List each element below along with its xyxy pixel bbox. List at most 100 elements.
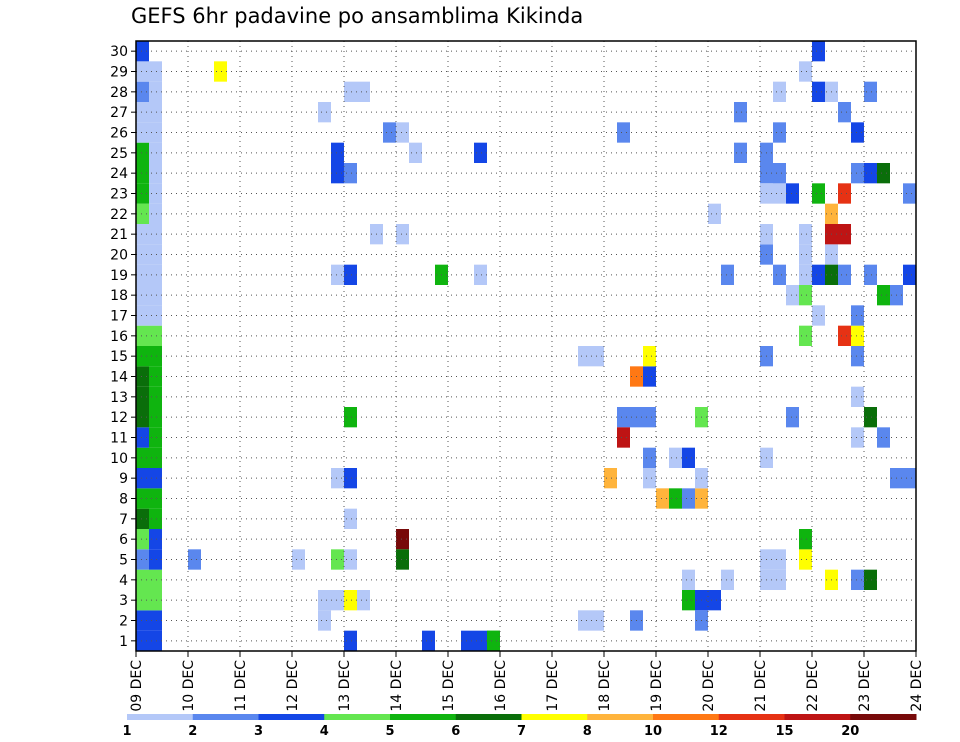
heatmap-cell [344, 81, 357, 102]
heatmap-cell [812, 81, 825, 102]
heatmap-cell [149, 549, 162, 570]
heatmap-cell [734, 102, 747, 123]
heatmap-cell [591, 610, 604, 631]
heatmap-cell [136, 590, 149, 611]
heatmap-cell [136, 305, 149, 326]
heatmap-cell [136, 122, 149, 143]
heatmap-cell [786, 407, 799, 428]
grid-layer [136, 41, 916, 651]
heatmap-cell [682, 590, 695, 611]
legend-swatch [192, 714, 259, 720]
x-tick-label: 13 DEC [337, 660, 353, 712]
heatmap-cell [773, 163, 786, 184]
heatmap-cell [149, 61, 162, 82]
heatmap-cell [708, 590, 721, 611]
heatmap-cell [136, 366, 149, 387]
heatmap-cell [331, 468, 344, 489]
heatmap-cell [396, 549, 409, 570]
heatmap-cell [149, 81, 162, 102]
y-tick-label: 10 [110, 451, 128, 467]
legend-swatch [653, 714, 720, 720]
heatmap-cell [344, 163, 357, 184]
heatmap-cell [838, 102, 851, 123]
y-tick-label: 3 [119, 593, 128, 609]
heatmap-cell [838, 224, 851, 245]
legend-swatch [718, 714, 785, 720]
heatmap-cell [851, 122, 864, 143]
heatmap-cell [669, 447, 682, 468]
heatmap-cell [149, 346, 162, 367]
legend-label: 3 [254, 724, 263, 739]
heatmap-cell [591, 346, 604, 367]
heatmap-cell [786, 285, 799, 306]
heatmap-cell [149, 610, 162, 631]
heatmap-cell [864, 81, 877, 102]
heatmap-cell [149, 529, 162, 550]
heatmap-cell [487, 630, 500, 651]
y-tick-label: 28 [110, 85, 128, 101]
heatmap-cell [578, 610, 591, 631]
heatmap-cell [188, 549, 201, 570]
heatmap-cell [136, 488, 149, 509]
y-tick-label: 17 [110, 309, 128, 325]
x-tick-label: 16 DEC [493, 660, 509, 712]
y-tick-label: 25 [110, 146, 128, 162]
legend-label: 6 [451, 724, 460, 739]
legend-label: 4 [320, 724, 329, 739]
heatmap-cell [864, 569, 877, 590]
legend-label: 7 [517, 724, 526, 739]
heatmap-cell [344, 407, 357, 428]
heatmap-cell [474, 142, 487, 163]
heatmap-cell [851, 346, 864, 367]
heatmap-cell [838, 325, 851, 346]
heatmap-cell [331, 549, 344, 570]
heatmap-cell [643, 366, 656, 387]
heatmap-cell [422, 630, 435, 651]
heatmap-cell [851, 305, 864, 326]
y-tick-label: 24 [110, 166, 128, 182]
heatmap-cell [318, 102, 331, 123]
heatmap-cell [799, 61, 812, 82]
heatmap-cell [773, 264, 786, 285]
legend-swatch [455, 714, 522, 720]
heatmap-cell [292, 549, 305, 570]
heatmap-cell [734, 142, 747, 163]
heatmap-cell [851, 386, 864, 407]
heatmap-cell [721, 264, 734, 285]
heatmap-cell [149, 508, 162, 529]
heatmap-cell [799, 285, 812, 306]
y-tick-label: 26 [110, 126, 128, 142]
y-tick-label: 14 [110, 370, 128, 386]
heatmap-cell [318, 610, 331, 631]
y-tick-label: 27 [110, 105, 128, 121]
y-tick-label: 18 [110, 288, 128, 304]
heatmap-cell [344, 508, 357, 529]
legend-swatch [850, 714, 917, 720]
heatmap-cell [149, 203, 162, 224]
heatmap-cell [383, 122, 396, 143]
heatmap-cell [617, 407, 630, 428]
y-tick-label: 20 [110, 248, 128, 264]
legend-swatch [587, 714, 654, 720]
heatmap-cell [149, 102, 162, 123]
heatmap-cell [136, 163, 149, 184]
heatmap-cell [149, 163, 162, 184]
heatmap-cell [357, 590, 370, 611]
heatmap-cell [136, 427, 149, 448]
legend-swatch [127, 714, 194, 720]
heatmap-cell [331, 590, 344, 611]
heatmap-cell [136, 468, 149, 489]
legend-label: 15 [775, 724, 793, 739]
x-tick-label: 09 DEC [129, 660, 145, 712]
heatmap-cell [344, 590, 357, 611]
heatmap-cell [877, 163, 890, 184]
x-tick-label: 20 DEC [701, 660, 717, 712]
legend-layer: 1 2 3 4 5 6 7 8 10 12 15 20 [122, 714, 917, 739]
heatmap-cell [149, 244, 162, 265]
heatmap-cell [149, 386, 162, 407]
y-tick-label: 19 [110, 268, 128, 284]
y-tick-label: 8 [119, 492, 128, 508]
heatmap-cell [877, 427, 890, 448]
heatmap-cell [617, 427, 630, 448]
